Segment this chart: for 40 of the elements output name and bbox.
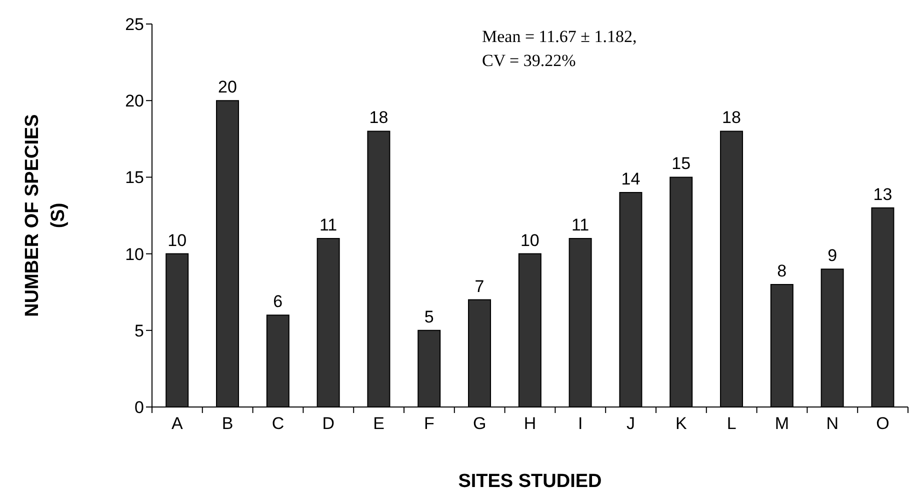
x-tick-label: N bbox=[826, 414, 839, 433]
x-axis-title: SITES STUDIED bbox=[458, 471, 602, 492]
data-label: 10 bbox=[520, 230, 540, 250]
data-label: 10 bbox=[168, 230, 187, 250]
data-label: 5 bbox=[424, 307, 434, 326]
x-tick-label: C bbox=[272, 414, 284, 433]
x-tick-label: B bbox=[222, 414, 234, 433]
data-label: 11 bbox=[571, 215, 590, 234]
x-tick-label: J bbox=[626, 414, 636, 433]
y-tick-label: 10 bbox=[125, 244, 144, 264]
x-tick-label: L bbox=[726, 414, 736, 433]
x-tick-label: A bbox=[172, 414, 184, 433]
y-tick-label: 20 bbox=[125, 92, 144, 111]
data-label: 13 bbox=[873, 184, 892, 204]
annotation: Mean = 11.67 ± 1.182, bbox=[482, 27, 637, 46]
y-tick-label: 15 bbox=[125, 168, 144, 188]
data-label: 18 bbox=[369, 108, 388, 128]
x-tick-label: O bbox=[876, 414, 890, 433]
data-label: 20 bbox=[218, 78, 237, 97]
x-tick-label: K bbox=[676, 414, 688, 433]
x-tick-label: I bbox=[578, 414, 583, 433]
x-tick-label: M bbox=[774, 414, 790, 433]
x-tick-label: H bbox=[524, 414, 536, 433]
y-tick-label: 5 bbox=[134, 321, 144, 340]
y-tick-label: 25 bbox=[125, 15, 144, 34]
data-label: 11 bbox=[319, 215, 338, 234]
data-label: 18 bbox=[722, 108, 741, 128]
x-tick-label: D bbox=[322, 414, 335, 433]
x-tick-label: E bbox=[373, 414, 384, 433]
data-label: 14 bbox=[621, 170, 640, 189]
data-label: 15 bbox=[672, 154, 691, 174]
x-tick-label: G bbox=[472, 414, 486, 433]
data-label: 7 bbox=[474, 276, 484, 296]
data-label: 8 bbox=[777, 261, 787, 280]
data-label: 9 bbox=[828, 246, 838, 266]
annotation: CV = 39.22% bbox=[482, 51, 576, 70]
x-tick-label: F bbox=[424, 414, 434, 433]
data-label: 6 bbox=[273, 292, 283, 312]
y-tick-label: 0 bbox=[134, 398, 144, 418]
y-axis-title: NUMBER OF SPECIES (S) bbox=[22, 114, 69, 317]
